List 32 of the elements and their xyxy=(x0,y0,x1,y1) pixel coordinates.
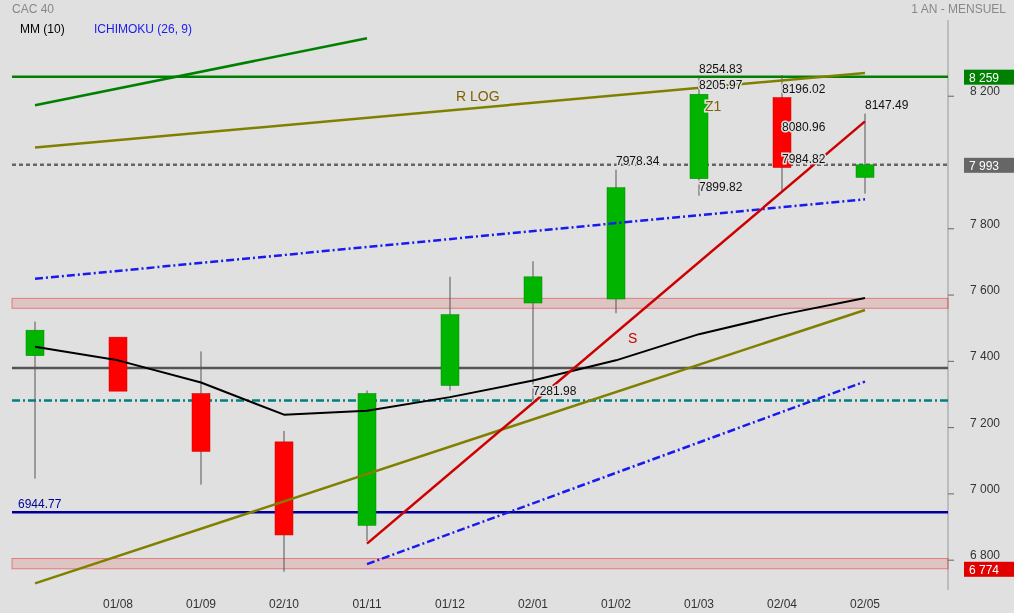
annotation: S xyxy=(628,329,638,346)
x-tick-label: 02/10 xyxy=(268,597,300,611)
x-tick-label: 02/05 xyxy=(849,597,881,611)
x-tick-label: 01/02 xyxy=(600,597,632,611)
annotation: R LOG xyxy=(456,88,500,105)
y-tick-label: 7 000 xyxy=(970,481,1001,496)
ref-line-label: 8 259 xyxy=(969,70,1000,85)
ref-line-label: 7 993 xyxy=(969,158,1000,173)
chart-title: CAC 40 xyxy=(12,2,55,16)
x-tick-label: 01/12 xyxy=(434,597,466,611)
y-tick-label: 8 200 xyxy=(970,84,1001,99)
text: ICHIMOKU (26, 9) xyxy=(94,22,193,36)
y-tick-label: 7 800 xyxy=(970,216,1001,231)
y-tick-label: 6 800 xyxy=(970,548,1001,563)
annotation: 7899.82 xyxy=(699,179,743,194)
x-tick-label: 01/11 xyxy=(352,597,382,611)
chart-subtitle: 1 AN - MENSUEL xyxy=(911,2,1007,16)
x-tick-label: 01/03 xyxy=(683,597,715,611)
y-tick-label: 7 600 xyxy=(970,283,1001,298)
ref-line-label: 6944.77 xyxy=(18,497,62,512)
annotation: 7978.34 xyxy=(616,153,660,168)
x-tick-label: 01/08 xyxy=(102,597,134,611)
annotation: 8254.83 xyxy=(699,62,743,77)
x-tick-label: 01/09 xyxy=(185,597,217,611)
annotation: 8147.49 xyxy=(865,97,909,112)
x-tick-label: 02/01 xyxy=(517,597,549,611)
y-tick-label: 7 400 xyxy=(970,349,1001,364)
text: MM (10) xyxy=(20,22,65,36)
band-label: 6 774 xyxy=(969,562,1000,577)
y-tick-label: 7 200 xyxy=(970,415,1001,430)
x-tick-label: 02/04 xyxy=(766,597,798,611)
annotation: 8196.02 xyxy=(782,81,826,96)
